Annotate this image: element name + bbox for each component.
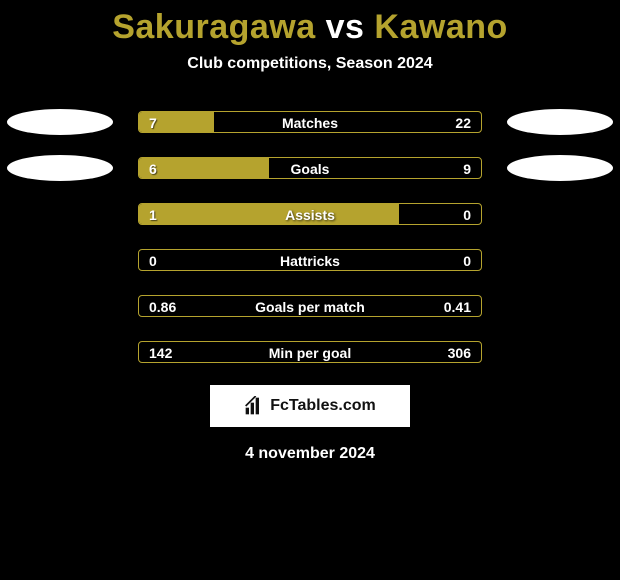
stat-value-left: 142 [139,342,182,363]
player2-name: Kawano [374,8,507,46]
stat-value-left: 6 [139,158,167,179]
stat-row: 0.86 0.41Goals per match [0,295,620,317]
team-badge-left [7,155,113,181]
footer-date: 4 november 2024 [0,445,620,463]
stat-value-right: 0.41 [434,296,481,317]
subtitle: Club competitions, Season 2024 [0,55,620,73]
stat-bar: 69Goals [138,157,482,179]
bar-fill-left [139,204,399,224]
team-badge-left [7,109,113,135]
stat-value-left: 0.86 [139,296,186,317]
stat-row: 10Assists [0,203,620,225]
stat-bar: 142 306Min per goal [138,341,482,363]
team-badge-right [507,109,613,135]
player1-name: Sakuragawa [112,8,315,46]
stat-bar: 10Assists [138,203,482,225]
stat-value-right: 306 [438,342,481,363]
stat-row: 0 0Hattricks [0,249,620,271]
comparison-infographic: Sakuragawa vs Kawano Club competitions, … [0,0,620,580]
brand-logo: FcTables.com [210,385,410,427]
page-title: Sakuragawa vs Kawano [0,0,620,47]
stat-label: Goals per match [139,296,481,317]
stat-bar: 0.86 0.41Goals per match [138,295,482,317]
stat-value-right: 22 [445,112,481,133]
stat-value-left: 1 [139,204,167,225]
stats-list: 722Matches69Goals10Assists00Hattricks0.8… [0,111,620,363]
stat-label: Hattricks [139,250,481,271]
bar-chart-icon [244,396,264,416]
brand-name: FcTables.com [270,397,376,415]
stat-value-right: 9 [453,158,481,179]
team-badge-right [507,155,613,181]
stat-label: Min per goal [139,342,481,363]
stat-value-left: 7 [139,112,167,133]
vs-text: vs [326,8,365,46]
stat-bar: 0 0Hattricks [138,249,482,271]
stat-row: 69Goals [0,157,620,179]
stat-value-right: 0 [453,250,481,271]
stat-bar: 722Matches [138,111,482,133]
stat-value-right: 0 [453,204,481,225]
stat-row: 142 306Min per goal [0,341,620,363]
stat-value-left: 0 [139,250,167,271]
stat-row: 722Matches [0,111,620,133]
